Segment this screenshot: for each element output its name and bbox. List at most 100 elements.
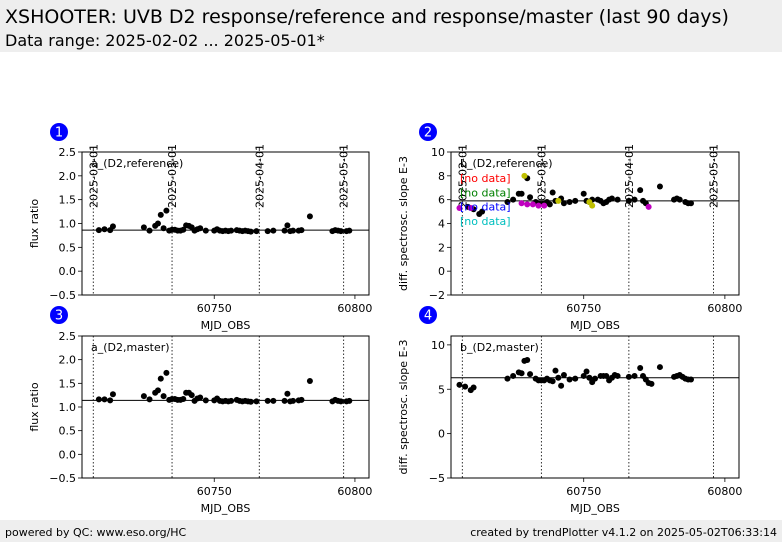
- y-tick-label: 2: [438, 241, 445, 254]
- y-tick-label: 1.0: [59, 401, 77, 414]
- data-point-black: [101, 226, 108, 233]
- chart-panel-2: 2 2025-02-01 2025-03-01 2025-04-01 2025-05-0…: [397, 123, 742, 332]
- y-tick-label: 2.0: [59, 170, 77, 183]
- data-point-black: [462, 383, 469, 390]
- data-point-black: [656, 183, 663, 190]
- data-point-black: [107, 397, 114, 404]
- data-point-black: [109, 391, 116, 398]
- date-tick-label: 2025-05-01: [708, 144, 721, 208]
- data-point-black: [95, 396, 102, 403]
- data-point-black: [202, 397, 209, 404]
- data-point-black: [510, 196, 517, 203]
- data-point-black: [346, 227, 353, 234]
- data-point-black: [566, 199, 573, 206]
- data-point-black: [637, 364, 644, 371]
- data-point-black: [518, 370, 525, 377]
- data-point-black: [580, 190, 587, 197]
- y-tick-label: 0.0: [59, 448, 77, 461]
- x-tick-label: 60750: [197, 485, 232, 498]
- data-point-black: [549, 189, 556, 196]
- data-point-black: [140, 393, 147, 400]
- data-point-black: [625, 197, 632, 204]
- report-header: XSHOOTER: UVB D2 response/reference and …: [0, 0, 782, 52]
- y-tick-label: 10: [431, 339, 445, 352]
- data-range-subtitle: Data range: 2025-02-02 ... 2025-05-01*: [5, 31, 325, 50]
- x-axis-label: MJD_OBS: [201, 502, 251, 515]
- date-tick-label: 2025-03-01: [166, 144, 179, 208]
- y-tick-label: 0.0: [59, 265, 77, 278]
- y-tick-label: 10: [431, 146, 445, 159]
- date-tick-label: 2025-05-01: [338, 144, 351, 208]
- data-point-black: [154, 387, 161, 394]
- y-tick-label: 1.0: [59, 218, 77, 231]
- plot-frame: [81, 335, 370, 479]
- data-point-black: [510, 372, 517, 379]
- data-point-black: [546, 201, 553, 208]
- y-tick-label: 1.5: [59, 194, 77, 207]
- panel-number-badge: [419, 123, 437, 141]
- y-axis-label: diff. spectrosc. slope E-3: [397, 156, 410, 291]
- data-point-black: [146, 227, 153, 234]
- x-tick-label: 60800: [337, 302, 372, 315]
- data-point-black: [560, 200, 567, 207]
- data-point-black: [637, 187, 644, 194]
- data-point-black: [527, 194, 534, 201]
- data-point-black: [253, 228, 260, 235]
- panel-number-badge: [50, 123, 68, 141]
- legend-entry-cyan: [no data]: [460, 215, 511, 228]
- data-point-black: [228, 397, 235, 404]
- data-point-black: [504, 375, 511, 382]
- data-point-black: [648, 380, 655, 387]
- data-point-black: [264, 228, 271, 235]
- data-point-black: [688, 376, 694, 383]
- data-point-magenta: [467, 205, 474, 212]
- data-point-black: [631, 372, 638, 379]
- data-point-black: [603, 372, 610, 379]
- data-point-black: [337, 228, 344, 235]
- data-point-magenta: [518, 200, 525, 207]
- data-point-black: [146, 396, 153, 403]
- data-point-black: [202, 227, 209, 234]
- report-title: XSHOOTER: UVB D2 response/reference and …: [5, 6, 729, 28]
- y-tick-label: 8: [438, 170, 445, 183]
- data-point-black: [180, 226, 187, 233]
- data-point-black: [270, 397, 277, 404]
- x-axis-label: MJD_OBS: [201, 319, 251, 332]
- data-point-black: [656, 364, 663, 371]
- data-point-black: [592, 375, 598, 382]
- panel-number-badge: [50, 306, 68, 324]
- data-point-black: [298, 227, 305, 234]
- y-tick-label: 0.5: [59, 241, 77, 254]
- data-point-black: [290, 227, 297, 234]
- x-tick-label: 60800: [707, 302, 742, 315]
- data-point-magenta: [541, 202, 548, 209]
- report-footer: powered by QC: www.eso.org/HC created by…: [0, 520, 782, 542]
- data-point-magenta: [524, 201, 531, 208]
- data-point-black: [197, 225, 204, 232]
- data-point-black: [140, 224, 147, 231]
- data-point-black: [298, 396, 305, 403]
- x-tick-label: 60800: [707, 485, 742, 498]
- date-tick-label: 2025-02-01: [456, 144, 469, 208]
- data-point-black: [583, 368, 590, 375]
- data-point-black: [154, 220, 161, 227]
- y-tick-label: −5: [429, 472, 445, 485]
- y-tick-label: −0.5: [49, 472, 76, 485]
- x-tick-label: 60750: [566, 485, 601, 498]
- date-tick-label: 2025-04-01: [623, 144, 636, 208]
- data-point-black: [95, 227, 102, 234]
- data-point-black: [586, 374, 593, 381]
- data-point-magenta: [529, 201, 536, 208]
- legend-entry-blue: [no data]: [460, 201, 511, 214]
- data-point-black: [306, 377, 313, 384]
- y-tick-label: 2.5: [59, 146, 77, 159]
- panel-label: a_(D2,reference): [91, 157, 183, 170]
- panel-number: 3: [55, 309, 63, 324]
- data-point-black: [688, 200, 694, 207]
- data-point-black: [160, 225, 167, 232]
- legend-entry-green: [no data]: [460, 186, 511, 199]
- data-point-black: [580, 372, 587, 379]
- data-point-black: [552, 367, 559, 374]
- footer-credit: powered by QC: www.eso.org/HC: [5, 526, 187, 539]
- data-point-black: [346, 397, 353, 404]
